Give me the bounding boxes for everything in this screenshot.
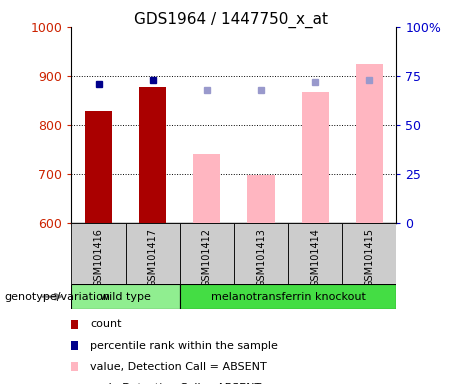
- Text: value, Detection Call = ABSENT: value, Detection Call = ABSENT: [90, 362, 266, 372]
- Bar: [85, 111, 112, 223]
- Bar: [193, 154, 220, 223]
- Bar: [125, 223, 180, 284]
- Text: melanotransferrin knockout: melanotransferrin knockout: [211, 291, 366, 302]
- Bar: [356, 64, 383, 223]
- Bar: [288, 223, 342, 284]
- Text: wild type: wild type: [100, 291, 151, 302]
- Bar: [71, 223, 125, 284]
- Bar: [180, 284, 396, 309]
- Text: GSM101412: GSM101412: [202, 228, 212, 286]
- Bar: [301, 91, 329, 223]
- Text: percentile rank within the sample: percentile rank within the sample: [90, 341, 278, 351]
- Bar: [180, 223, 234, 284]
- Text: GSM101413: GSM101413: [256, 228, 266, 286]
- Bar: [342, 223, 396, 284]
- Text: GSM101415: GSM101415: [364, 228, 374, 286]
- Text: GSM101416: GSM101416: [94, 228, 104, 286]
- Bar: [248, 175, 275, 223]
- Text: genotype/variation: genotype/variation: [5, 291, 111, 302]
- Text: GSM101417: GSM101417: [148, 228, 158, 286]
- Text: GSM101414: GSM101414: [310, 228, 320, 286]
- Bar: [234, 223, 288, 284]
- Bar: [139, 87, 166, 223]
- Text: count: count: [90, 319, 121, 329]
- Text: rank, Detection Call = ABSENT: rank, Detection Call = ABSENT: [90, 383, 261, 384]
- Bar: [71, 284, 180, 309]
- Text: GDS1964 / 1447750_x_at: GDS1964 / 1447750_x_at: [134, 12, 327, 28]
